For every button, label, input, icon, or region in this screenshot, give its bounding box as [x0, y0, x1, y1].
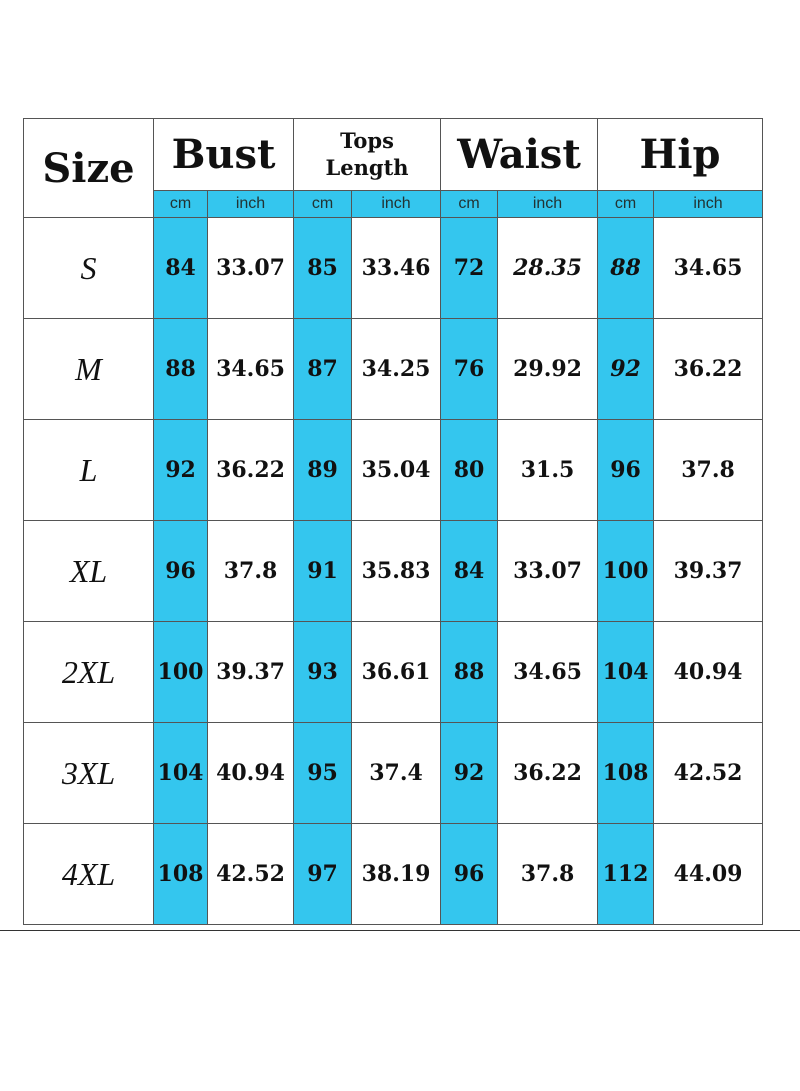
table-row: 4XL 108 42.52 97 38.19 96 37.8 112 44.09 — [23, 823, 764, 925]
inch-value: 36.22 — [206, 419, 295, 521]
inch-value: 37.4 — [351, 722, 442, 824]
inch-value: 34.65 — [206, 318, 295, 420]
size-chart: Size Bust Tops Length Waist Hip cm inch … — [23, 118, 764, 925]
header-row: Size Bust Tops Length Waist Hip — [23, 118, 764, 218]
inch-value: 44.09 — [653, 823, 764, 925]
unit-label: cm — [597, 190, 655, 218]
inch-value: 36.22 — [497, 722, 599, 824]
unit-label: cm — [293, 190, 353, 218]
inch-value: 33.46 — [351, 217, 442, 319]
inch-value: 36.61 — [351, 621, 442, 723]
size-label: 3XL — [23, 722, 154, 824]
tops-length-header: Tops Length — [293, 118, 442, 191]
cm-value: 96 — [440, 823, 499, 925]
inch-value: 33.07 — [206, 217, 295, 319]
cm-value: 92 — [440, 722, 499, 824]
inch-value: 37.8 — [206, 520, 295, 622]
unit-row: cm inch cm inch cm inch cm inch — [24, 190, 764, 218]
inch-value: 40.94 — [206, 722, 295, 824]
unit-label: inch — [351, 190, 442, 218]
cm-value: 80 — [440, 419, 499, 521]
cm-value: 96 — [153, 520, 208, 622]
size-header: Size — [23, 118, 154, 218]
unit-label: inch — [653, 190, 764, 218]
inch-value: 34.65 — [653, 217, 764, 319]
bust-header: Bust — [152, 118, 295, 191]
inch-value: 35.04 — [351, 419, 442, 521]
inch-value: 37.8 — [653, 419, 764, 521]
cm-value: 100 — [597, 520, 655, 622]
inch-value: 34.25 — [351, 318, 442, 420]
inch-value: 33.07 — [497, 520, 599, 622]
size-label: S — [23, 217, 154, 319]
inch-value: 28.35 — [497, 217, 599, 319]
table-row: S 84 33.07 85 33.46 72 28.35 88 34.65 — [23, 217, 764, 319]
size-label: XL — [23, 520, 154, 622]
tops-length-line2: Length — [325, 154, 409, 180]
size-table: Size Bust Tops Length Waist Hip cm inch … — [23, 118, 764, 925]
inch-value: 40.94 — [653, 621, 764, 723]
unit-label: inch — [497, 190, 599, 218]
cm-value: 96 — [597, 419, 655, 521]
cm-value: 100 — [153, 621, 208, 723]
cm-value: 88 — [440, 621, 499, 723]
cm-value: 88 — [153, 318, 208, 420]
inch-value: 37.8 — [497, 823, 599, 925]
inch-value: 39.37 — [653, 520, 764, 622]
inch-value: 38.19 — [351, 823, 442, 925]
size-label: 4XL — [23, 823, 154, 925]
cm-value: 104 — [153, 722, 208, 824]
unit-label: cm — [440, 190, 499, 218]
cm-value: 92 — [153, 419, 208, 521]
inch-value: 42.52 — [653, 722, 764, 824]
table-row: 2XL 100 39.37 93 36.61 88 34.65 104 40.94 — [23, 621, 764, 723]
cm-value: 108 — [153, 823, 208, 925]
inch-value: 42.52 — [206, 823, 295, 925]
unit-label: inch — [206, 190, 295, 218]
hip-header: Hip — [597, 118, 764, 191]
bottom-divider — [0, 930, 800, 931]
table-row: 3XL 104 40.94 95 37.4 92 36.22 108 42.52 — [23, 722, 764, 824]
inch-value: 36.22 — [653, 318, 764, 420]
cm-value: 72 — [440, 217, 499, 319]
inch-value: 35.83 — [351, 520, 442, 622]
cm-value: 89 — [293, 419, 353, 521]
unit-label: cm — [153, 190, 208, 218]
tops-length-line1: Tops — [340, 128, 394, 154]
cm-value: 84 — [153, 217, 208, 319]
cm-value: 91 — [293, 520, 353, 622]
cm-value: 92 — [597, 318, 655, 420]
table-row: L 92 36.22 89 35.04 80 31.5 96 37.8 — [23, 419, 764, 521]
size-label: M — [23, 318, 154, 420]
inch-value: 39.37 — [206, 621, 295, 723]
cm-value: 85 — [293, 217, 353, 319]
table-row: M 88 34.65 87 34.25 76 29.92 92 36.22 — [23, 318, 764, 420]
cm-value: 88 — [597, 217, 655, 319]
cm-value: 76 — [440, 318, 499, 420]
cm-value: 95 — [293, 722, 353, 824]
cm-value: 97 — [293, 823, 353, 925]
inch-value: 34.65 — [497, 621, 599, 723]
cm-value: 112 — [597, 823, 655, 925]
waist-header: Waist — [440, 118, 599, 191]
inch-value: 31.5 — [497, 419, 599, 521]
cm-value: 104 — [597, 621, 655, 723]
table-row: XL 96 37.8 91 35.83 84 33.07 100 39.37 — [23, 520, 764, 622]
cm-value: 108 — [597, 722, 655, 824]
size-label: L — [23, 419, 154, 521]
cm-value: 87 — [293, 318, 353, 420]
cm-value: 93 — [293, 621, 353, 723]
inch-value: 29.92 — [497, 318, 599, 420]
size-label: 2XL — [23, 621, 154, 723]
cm-value: 84 — [440, 520, 499, 622]
